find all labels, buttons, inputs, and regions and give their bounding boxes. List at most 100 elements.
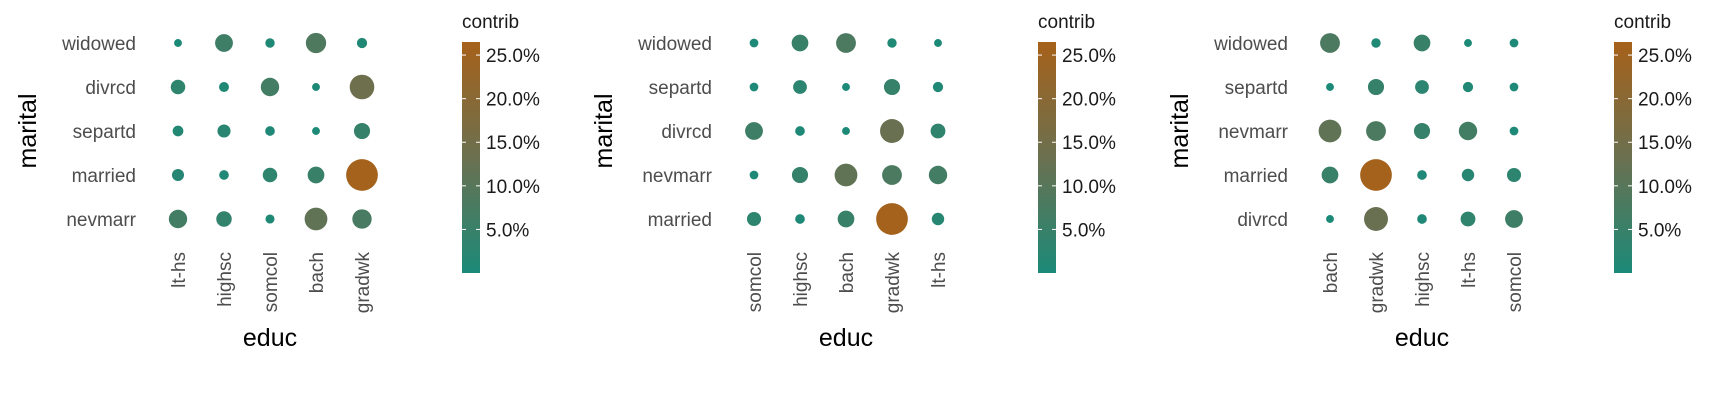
data-point <box>260 77 280 97</box>
x-tick-label: bach <box>837 252 858 293</box>
legend-colorbar <box>1614 42 1632 273</box>
legend-tick-label: 20.0% <box>1638 90 1692 111</box>
data-point <box>172 125 184 137</box>
data-point <box>883 78 901 96</box>
y-tick-label: nevmarr <box>1218 122 1288 143</box>
data-point <box>931 212 945 226</box>
data-point <box>795 126 805 136</box>
data-point <box>312 83 320 91</box>
x-tick-label: highsc <box>1413 252 1434 307</box>
data-point <box>170 79 186 95</box>
legend-colorbar <box>1038 42 1056 273</box>
data-point <box>834 163 858 187</box>
data-point <box>174 39 182 47</box>
legend-tick-label: 10.0% <box>1638 177 1692 198</box>
y-axis-title: marital <box>1166 93 1194 168</box>
y-axis-title: marital <box>590 93 618 168</box>
y-tick-label: divrcd <box>85 78 136 99</box>
y-tick-label: married <box>72 166 136 187</box>
data-point <box>1326 83 1334 91</box>
data-point <box>1464 39 1472 47</box>
data-point <box>837 210 855 228</box>
x-tick-label: gradwk <box>1367 252 1388 314</box>
x-tick-label: gradwk <box>353 252 374 314</box>
legend-tick-label: 15.0% <box>1062 133 1116 154</box>
data-point <box>1415 80 1429 94</box>
x-tick-label: lt-hs <box>169 252 190 288</box>
data-point <box>749 82 759 92</box>
chart-panel-2: widowed separtd divrcd nevmarr married somcol… <box>590 12 1116 352</box>
data-point <box>1506 167 1522 183</box>
data-point <box>836 33 856 53</box>
data-point <box>842 127 850 135</box>
data-point <box>1509 38 1519 48</box>
data-point <box>265 126 275 136</box>
y-tick-label: married <box>1224 166 1288 187</box>
y-tick-label: married <box>648 210 712 231</box>
x-tick-label: highsc <box>215 252 236 307</box>
data-point <box>1417 170 1427 180</box>
data-point <box>1509 126 1519 136</box>
data-point <box>1360 159 1392 191</box>
x-axis-title: educ <box>1395 324 1449 352</box>
y-tick-label: divrcd <box>661 122 712 143</box>
data-point <box>265 214 275 224</box>
data-point <box>1460 211 1476 227</box>
data-point <box>312 127 320 135</box>
legend-tick-label: 10.0% <box>1062 177 1116 198</box>
data-point <box>217 124 231 138</box>
data-point <box>876 203 908 235</box>
data-point <box>304 207 328 231</box>
x-axis-title: educ <box>243 324 297 352</box>
legend-tick-label: 5.0% <box>1638 220 1681 241</box>
y-tick-label: widowed <box>61 34 136 55</box>
data-point <box>219 82 229 92</box>
data-point <box>934 39 942 47</box>
data-point <box>1509 82 1519 92</box>
data-point <box>356 37 368 49</box>
data-point <box>1371 38 1381 48</box>
data-point <box>307 166 325 184</box>
data-point <box>353 122 371 140</box>
data-point <box>1461 168 1475 182</box>
legend-tick-label: 25.0% <box>1638 46 1692 67</box>
data-point <box>745 122 763 140</box>
data-point <box>171 168 185 182</box>
legend-tick-label: 20.0% <box>486 90 540 111</box>
x-tick-label: lt-hs <box>929 252 950 288</box>
y-tick-label: widowed <box>637 34 712 55</box>
data-point <box>1458 121 1478 141</box>
legend-title: contrib <box>1614 12 1671 33</box>
data-point <box>349 74 375 100</box>
data-point <box>219 170 229 180</box>
y-tick-label: widowed <box>1213 34 1288 55</box>
y-tick-label: separtd <box>1225 78 1288 99</box>
legend-tick-label: 15.0% <box>486 133 540 154</box>
data-point <box>265 38 275 48</box>
y-tick-label: divrcd <box>1237 210 1288 231</box>
data-point <box>215 34 233 52</box>
legend-tick-label: 20.0% <box>1062 90 1116 111</box>
data-point <box>746 211 762 227</box>
data-point <box>1366 121 1386 141</box>
data-point <box>793 80 807 94</box>
data-point <box>1318 119 1342 143</box>
legend-tick-label: 5.0% <box>1062 220 1105 241</box>
legend-tick-label: 5.0% <box>486 220 529 241</box>
data-point <box>346 159 378 191</box>
legend-title: contrib <box>1038 12 1095 33</box>
legend-title: contrib <box>462 12 519 33</box>
data-point <box>1413 122 1431 140</box>
data-point <box>1326 215 1334 223</box>
data-point <box>932 81 944 93</box>
data-point <box>352 209 372 229</box>
data-point <box>168 209 188 229</box>
data-point <box>842 83 850 91</box>
legend-tick-label: 25.0% <box>486 46 540 67</box>
x-tick-label: gradwk <box>883 252 904 314</box>
data-point <box>791 166 809 184</box>
chart-panel-1: widowed divrcd separtd married nevmarr lt-hs h… <box>14 12 540 352</box>
x-tick-label: bach <box>1321 252 1342 293</box>
x-tick-label: highsc <box>791 252 812 307</box>
